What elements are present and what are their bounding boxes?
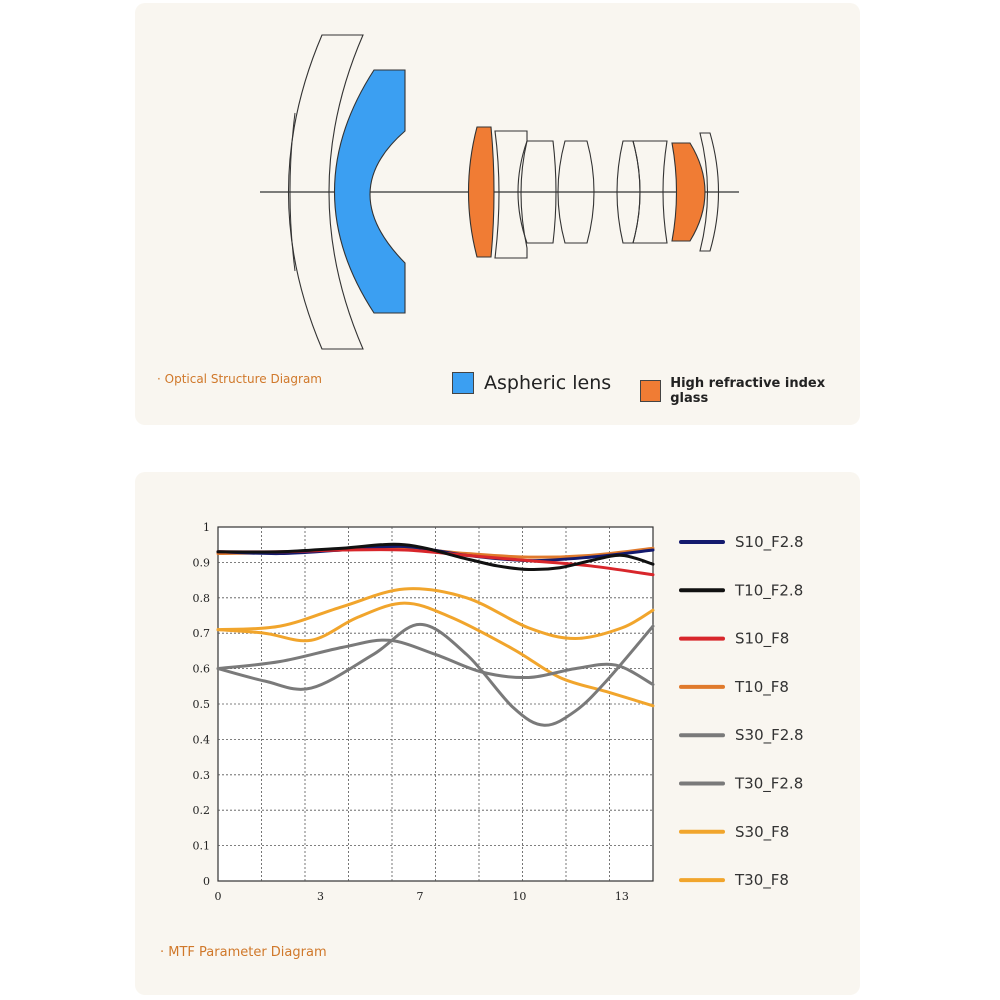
optical-structure-panel: · Optical Structure Diagram Aspheric len…: [135, 3, 860, 425]
legend-label-hri: High refractive index glass: [670, 376, 826, 406]
lens-element-hri-2: [671, 142, 706, 242]
legend-label: S10_F8: [735, 630, 789, 649]
x-tick-label: 3: [317, 890, 324, 903]
lens-element-3: [517, 140, 557, 244]
series-line-s30-f2-8: [216, 622, 655, 727]
lens-element-6: [632, 140, 668, 244]
legend-label: S10_F2.8: [735, 533, 804, 552]
legend-label-aspheric: Aspheric lens: [484, 372, 612, 394]
lens-element-aspheric: [334, 69, 406, 314]
lens-element-4: [557, 140, 595, 244]
legend-label: T10_F8: [734, 678, 789, 697]
y-tick-label: 0: [203, 875, 210, 888]
legend-swatch-aspheric: [452, 372, 474, 394]
legend-label: S30_F2.8: [735, 726, 804, 745]
series-line-t10-f2-8: [216, 542, 655, 572]
lens-element-2: [494, 130, 528, 259]
mtf-chart: 00.10.20.30.40.50.60.70.80.910 3 7 10 13 S10…: [193, 521, 804, 903]
y-tick-label: 0.6: [193, 663, 211, 676]
y-tick-label: 0.1: [193, 840, 211, 853]
x-tick-label: 13: [615, 890, 629, 903]
y-tick-label: 0.5: [193, 698, 211, 711]
legend-label: S30_F8: [735, 823, 789, 842]
y-tick-label: 0.3: [193, 769, 211, 782]
optical-structure-diagram: [260, 34, 739, 350]
legend-label: T10_F2.8: [734, 581, 803, 600]
lens-element-7: [699, 132, 720, 252]
series-line-t30-f8: [216, 601, 655, 708]
legend-aspheric-lens: Aspheric lens: [452, 372, 611, 394]
x-tick-label: 7: [416, 890, 423, 903]
legend-label: T30_F2.8: [734, 775, 803, 794]
x-tick-label: 0: [215, 890, 222, 903]
y-tick-label: 0.2: [193, 804, 211, 817]
legend-high-refractive-glass: High refractive index glass: [640, 376, 860, 406]
series-line-s30-f8: [216, 587, 655, 641]
x-tick-label: 10: [512, 890, 526, 903]
lens-element-hri-1: [467, 126, 495, 258]
mtf-parameter-caption: · MTF Parameter Diagram: [160, 945, 327, 960]
series-line-t30-f2-8: [216, 638, 655, 687]
y-tick-label: 0.7: [193, 627, 211, 640]
y-tick-label: 0.9: [193, 556, 211, 569]
mtf-parameter-panel: 0 0.1 0.2 0.3 0.4 0.5 0.6 0.7 0.8 0.9 1 0 3 7 10 13 S10…: [135, 472, 860, 995]
legend-label: T30_F8: [734, 871, 789, 890]
legend-swatch-hri: [640, 380, 662, 402]
y-tick-label: 0.4: [193, 733, 211, 746]
y-tick-label: 0.8: [193, 592, 211, 605]
y-tick-label: 1: [203, 521, 210, 534]
optical-structure-caption: · Optical Structure Diagram: [157, 372, 322, 386]
